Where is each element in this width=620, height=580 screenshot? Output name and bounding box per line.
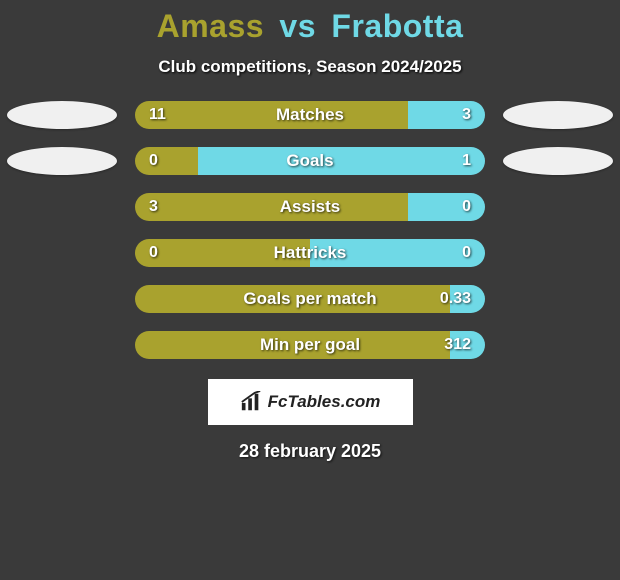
- stat-row: 312Min per goal: [0, 331, 620, 359]
- stats-rows: 113Matches01Goals30Assists00Hattricks0.3…: [0, 101, 620, 359]
- stat-bar: 01Goals: [135, 147, 485, 175]
- vs-text: vs: [279, 8, 316, 44]
- stat-value-player2: 0: [462, 198, 471, 216]
- stat-row: 0.33Goals per match: [0, 285, 620, 313]
- stat-seg-player2: 312: [450, 331, 485, 359]
- stat-value-player1: 3: [149, 198, 158, 216]
- stat-bar: 30Assists: [135, 193, 485, 221]
- player2-flag: [503, 147, 613, 175]
- stat-value-player2: 1: [462, 152, 471, 170]
- player1-flag: [7, 101, 117, 129]
- page-title: Amass vs Frabotta: [157, 8, 464, 45]
- stat-value-player2: 0.33: [440, 290, 471, 308]
- stat-row: 00Hattricks: [0, 239, 620, 267]
- player1-flag: [7, 147, 117, 175]
- stat-bar: 0.33Goals per match: [135, 285, 485, 313]
- stat-value-player1: 0: [149, 244, 158, 262]
- player1-name: Amass: [157, 8, 264, 44]
- stat-bar: 00Hattricks: [135, 239, 485, 267]
- chart-icon: [240, 391, 262, 413]
- stat-value-player1: 0: [149, 152, 158, 170]
- stat-seg-player2: 0.33: [450, 285, 485, 313]
- stat-seg-player2: 0: [408, 193, 485, 221]
- subtitle: Club competitions, Season 2024/2025: [158, 57, 461, 77]
- logo-box: FcTables.com: [208, 379, 413, 425]
- stat-row: 30Assists: [0, 193, 620, 221]
- stat-seg-player1: [135, 285, 450, 313]
- stat-bar: 312Min per goal: [135, 331, 485, 359]
- date-text: 28 february 2025: [239, 441, 381, 462]
- stat-row: 01Goals: [0, 147, 620, 175]
- player2-flag: [503, 101, 613, 129]
- stat-seg-player1: 0: [135, 147, 198, 175]
- stat-value-player1: 11: [149, 106, 166, 124]
- stat-seg-player2: 0: [310, 239, 485, 267]
- stat-row: 113Matches: [0, 101, 620, 129]
- stat-seg-player1: 11: [135, 101, 408, 129]
- stat-value-player2: 312: [444, 336, 471, 354]
- player2-name: Frabotta: [331, 8, 463, 44]
- stat-seg-player1: 3: [135, 193, 408, 221]
- stat-seg-player2: 3: [408, 101, 485, 129]
- stat-value-player2: 3: [462, 106, 471, 124]
- stat-seg-player1: 0: [135, 239, 310, 267]
- stat-seg-player2: 1: [198, 147, 485, 175]
- stat-value-player2: 0: [462, 244, 471, 262]
- logo-text: FcTables.com: [268, 392, 381, 412]
- stat-bar: 113Matches: [135, 101, 485, 129]
- stat-seg-player1: [135, 331, 450, 359]
